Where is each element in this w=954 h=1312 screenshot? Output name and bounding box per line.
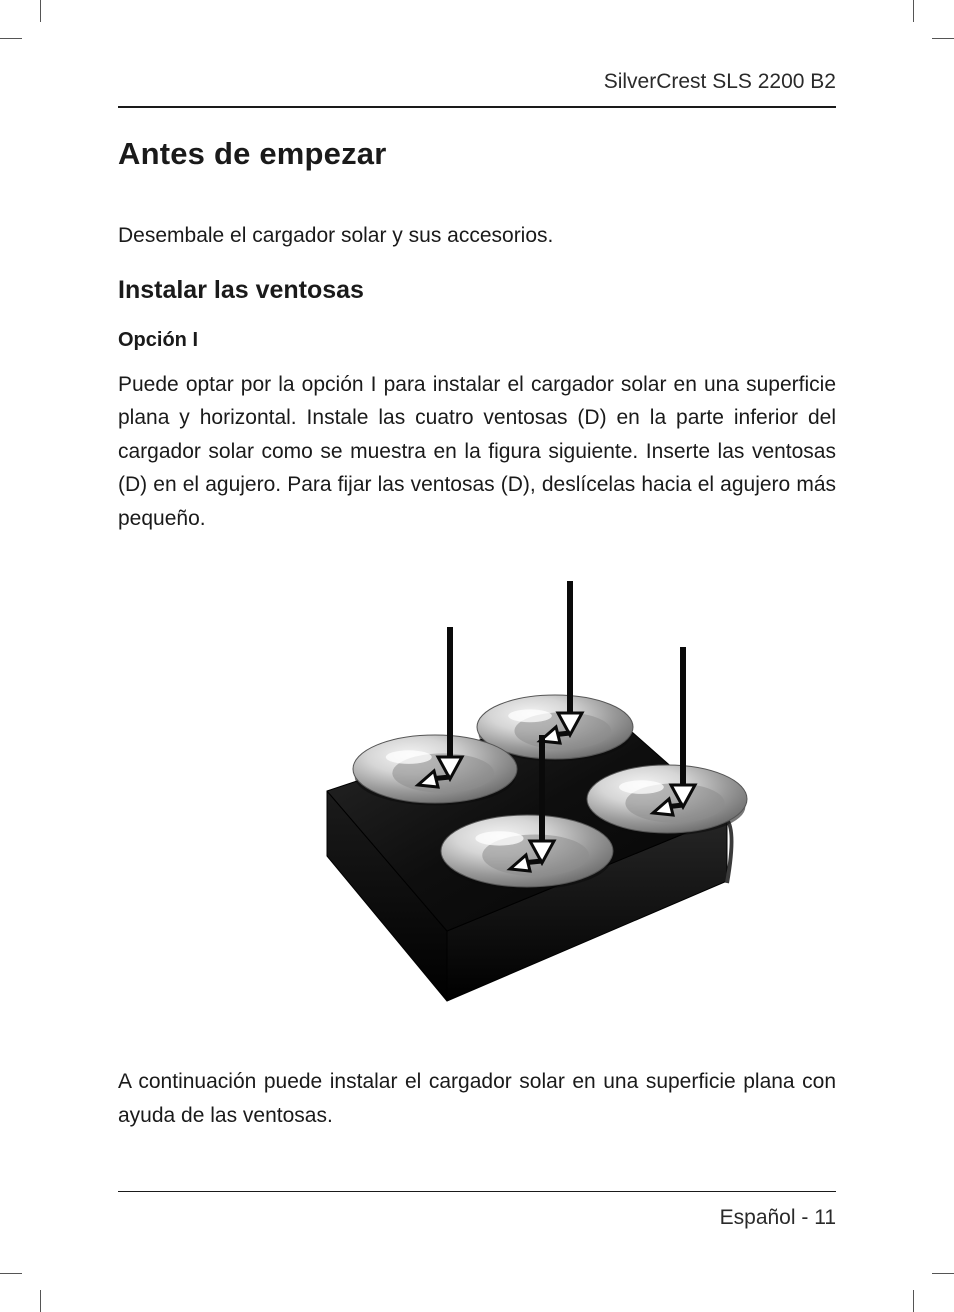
crop-mark bbox=[0, 38, 22, 39]
page-title: Antes de empezar bbox=[118, 136, 836, 172]
section-heading: Instalar las ventosas bbox=[118, 276, 836, 305]
footer-rule bbox=[118, 1191, 836, 1192]
crop-mark bbox=[913, 0, 914, 22]
crop-mark bbox=[913, 1290, 914, 1312]
footer-text: Español - 11 bbox=[720, 1206, 836, 1229]
product-name: SilverCrest SLS 2200 B2 bbox=[604, 70, 836, 93]
subsection-heading: Opción I bbox=[118, 329, 836, 352]
body-paragraph: A continuación puede instalar el cargado… bbox=[118, 1065, 836, 1132]
crop-mark bbox=[932, 38, 954, 39]
crop-mark bbox=[40, 1290, 41, 1312]
page-footer: Español - 11 bbox=[720, 1206, 836, 1230]
crop-mark bbox=[932, 1273, 954, 1274]
figure-svg bbox=[197, 551, 757, 1051]
crop-mark bbox=[40, 0, 41, 22]
running-header: SilverCrest SLS 2200 B2 bbox=[118, 70, 836, 108]
crop-mark bbox=[0, 1273, 22, 1274]
manual-page: SilverCrest SLS 2200 B2 Antes de empezar… bbox=[0, 0, 954, 1312]
body-paragraph: Puede optar por la opción I para instala… bbox=[118, 368, 836, 536]
figure-install-cups bbox=[118, 551, 836, 1051]
intro-text: Desembale el cargador solar y sus acceso… bbox=[118, 220, 836, 252]
